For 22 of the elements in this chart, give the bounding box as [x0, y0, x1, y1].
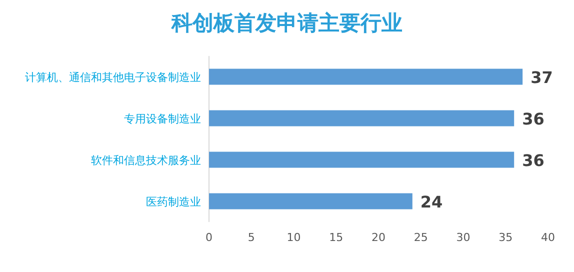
x-tick-label: 25 — [414, 231, 428, 244]
x-tick-label: 20 — [372, 231, 386, 244]
x-tick-label: 35 — [498, 231, 513, 244]
bar — [209, 193, 412, 210]
y-tick-label: 软件和信息技术服务业 — [91, 154, 201, 167]
data-label: 24 — [420, 192, 443, 212]
x-tick-label: 0 — [206, 231, 212, 244]
bar — [209, 152, 514, 168]
y-tick-label: 计算机、通信和其他电子设备制造业 — [25, 70, 201, 84]
bar — [209, 110, 514, 126]
x-tick-label: 10 — [286, 231, 301, 244]
x-tick-label: 15 — [329, 231, 344, 244]
x-tick-label: 40 — [541, 231, 555, 244]
data-label: 36 — [522, 109, 544, 128]
chart-title: 科创板首发申请主要行业 — [170, 11, 402, 35]
x-tick-label: 30 — [456, 231, 470, 244]
data-label: 36 — [522, 150, 544, 170]
x-tick-label: 5 — [248, 231, 255, 244]
y-tick-label: 医药制造业 — [146, 195, 201, 208]
data-label: 37 — [530, 68, 553, 87]
bar — [209, 68, 523, 85]
y-tick-label: 专用设备制造业 — [124, 112, 201, 126]
